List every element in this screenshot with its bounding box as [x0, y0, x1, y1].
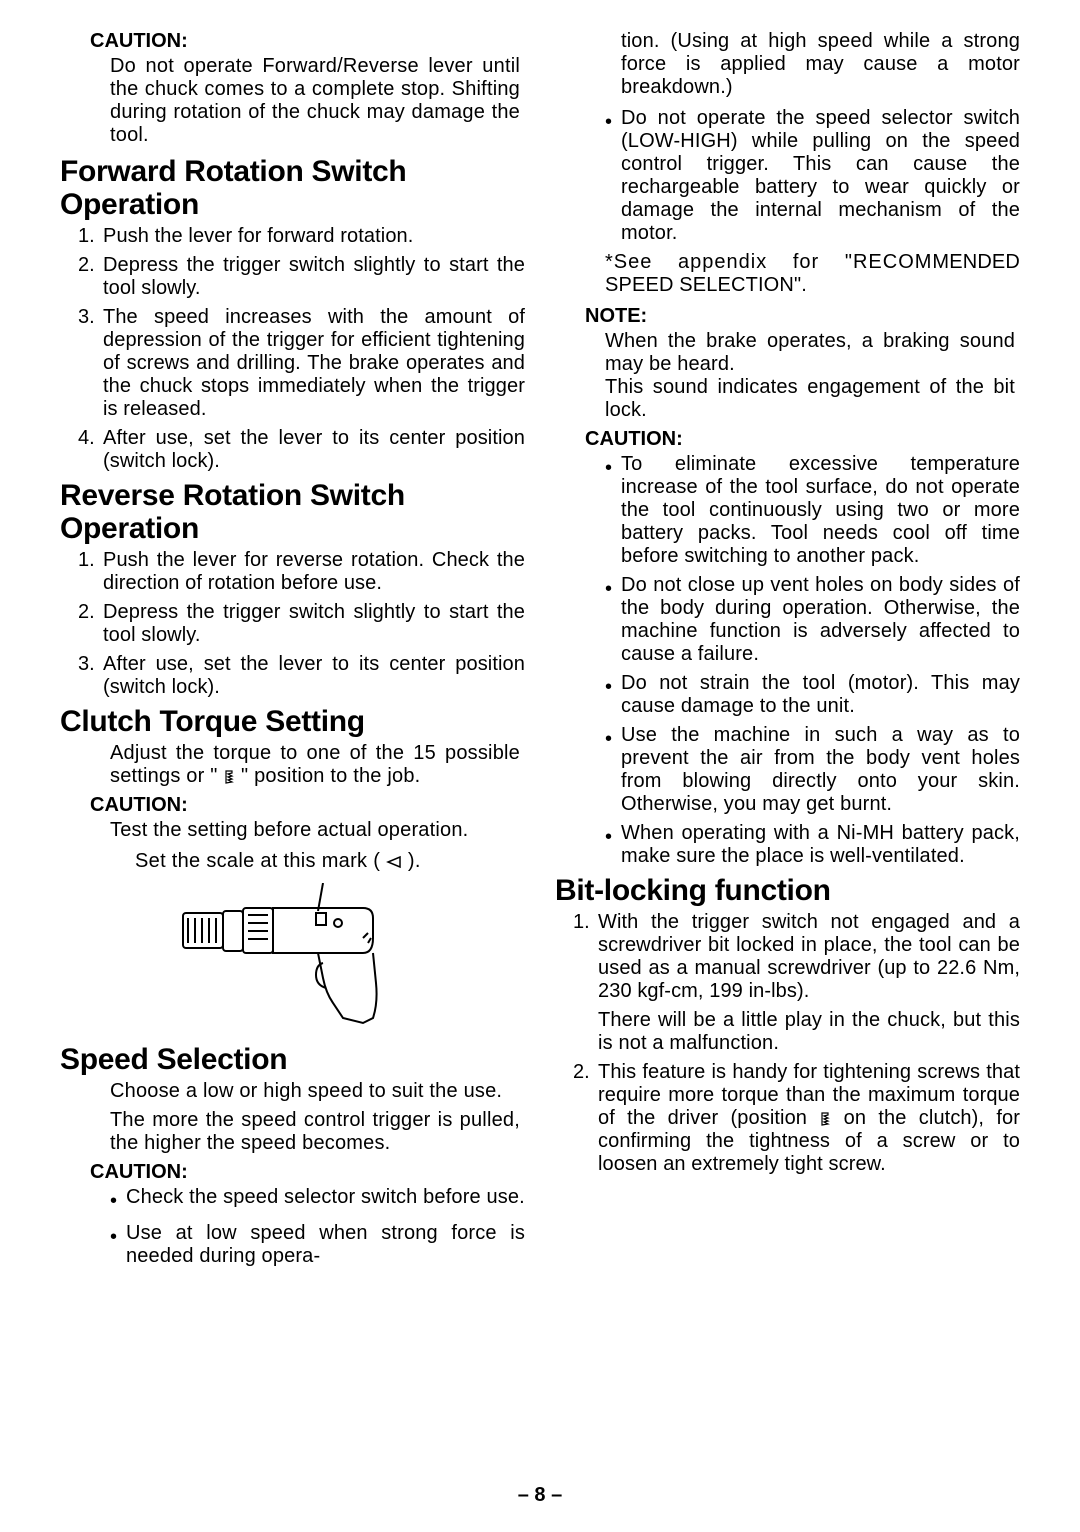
list-item: 2. This feature is handy for tightening … — [573, 1061, 1020, 1176]
list-item: 1. With the trigger switch not engaged a… — [573, 911, 1020, 1003]
list-number: 2. — [573, 1061, 598, 1176]
appendix-text: *See appendix for "RECOMMENDED SPEED SEL… — [605, 251, 1020, 297]
bullet-item: • Do not strain the tool (motor). This m… — [605, 672, 1020, 718]
list-text: Push the lever for forward rotation. — [103, 225, 525, 248]
list-number: 1. — [78, 225, 103, 248]
bullet-dot: • — [605, 672, 621, 718]
left-column: CAUTION: Do not operate Forward/Reverse … — [60, 30, 525, 1274]
caution-label: CAUTION: — [585, 428, 1020, 451]
list-number: 1. — [78, 549, 103, 595]
bullet-text: When operating with a Ni-MH battery pack… — [621, 822, 1020, 868]
list-text: Depress the trigger switch slightly to s… — [103, 254, 525, 300]
forward-heading: Forward Rotation Switch Operation — [60, 155, 525, 221]
page-number: – 8 – — [0, 1484, 1080, 1507]
list-text: Depress the trigger switch slightly to s… — [103, 601, 525, 647]
list-number: 2. — [78, 254, 103, 300]
list-text: The speed increases with the amount of d… — [103, 306, 525, 421]
note-label: NOTE: — [585, 305, 1020, 328]
bitlock-heading: Bit-locking function — [555, 874, 1020, 907]
scale-mark-text: Set the scale at this mark ( ). — [135, 850, 525, 873]
right-column: tion. (Using at high speed while a stron… — [555, 30, 1020, 1274]
list-text: After use, set the lever to its center p… — [103, 653, 525, 699]
caution-text: Do not operate Forward/Reverse lever unt… — [110, 55, 520, 147]
bullet-item: • To eliminate excessive temperature inc… — [605, 453, 1020, 568]
bullet-item: • When operating with a Ni-MH battery pa… — [605, 822, 1020, 868]
bullet-dot: • — [110, 1222, 126, 1268]
bullet-dot: • — [605, 822, 621, 868]
body-text: Choose a low or high speed to suit the u… — [110, 1080, 520, 1103]
list-item: 1. Push the lever for reverse rotation. … — [78, 549, 525, 595]
list-subtext: There will be a little play in the chuck… — [598, 1009, 1020, 1055]
body-text: The more the speed control trigger is pu… — [110, 1109, 520, 1155]
caution-label: CAUTION: — [90, 30, 525, 53]
bullet-item: • Do not operate the speed selector swit… — [605, 107, 1020, 245]
list-item: 2. Depress the trigger switch slightly t… — [78, 254, 525, 300]
list-item: 2. Depress the trigger switch slightly t… — [78, 601, 525, 647]
bullet-text: Do not operate the speed selector switch… — [621, 107, 1020, 245]
caution-label: CAUTION: — [90, 794, 525, 817]
speed-heading: Speed Selection — [60, 1043, 525, 1076]
caution-text: Test the setting before actual operation… — [110, 819, 520, 842]
note-text: When the brake operates, a braking sound… — [605, 330, 1015, 376]
list-number: 3. — [78, 306, 103, 421]
bullet-item: • Use the machine in such a way as to pr… — [605, 724, 1020, 816]
list-text: After use, set the lever to its center p… — [103, 427, 525, 473]
continuation-text: tion. (Using at high speed while a stron… — [621, 30, 1020, 99]
reverse-heading: Reverse Rotation Switch Operation — [60, 479, 525, 545]
bullet-dot: • — [605, 453, 621, 568]
bullet-item: • Check the speed selector switch before… — [110, 1186, 525, 1216]
bullet-text: Use the machine in such a way as to prev… — [621, 724, 1020, 816]
bullet-dot: • — [605, 574, 621, 666]
drill-bit-icon — [223, 769, 235, 785]
bullet-dot: • — [605, 107, 621, 245]
clutch-heading: Clutch Torque Setting — [60, 705, 525, 738]
list-item: 4. After use, set the lever to its cente… — [78, 427, 525, 473]
list-number: 4. — [78, 427, 103, 473]
list-item: 1. Push the lever for forward rotation. — [78, 225, 525, 248]
list-number: 3. — [78, 653, 103, 699]
bullet-text: Do not strain the tool (motor). This may… — [621, 672, 1020, 718]
body-text: Adjust the torque to one of the 15 possi… — [110, 742, 520, 788]
list-number: 1. — [573, 911, 598, 1003]
list-text: Push the lever for reverse rotation. Che… — [103, 549, 525, 595]
triangle-mark-icon — [386, 855, 402, 869]
list-text: With the trigger switch not engaged and … — [598, 911, 1020, 1003]
bullet-item: • Use at low speed when strong force is … — [110, 1222, 525, 1268]
list-item: 3. After use, set the lever to its cente… — [78, 653, 525, 699]
bullet-text: To eliminate excessive temperature incre… — [621, 453, 1020, 568]
bullet-text: Do not close up vent holes on body sides… — [621, 574, 1020, 666]
caution-label: CAUTION: — [90, 1161, 525, 1184]
bullet-dot: • — [605, 724, 621, 816]
drill-bit-icon — [819, 1111, 831, 1127]
list-item: 3. The speed increases with the amount o… — [78, 306, 525, 421]
bullet-text: Use at low speed when strong force is ne… — [126, 1222, 525, 1268]
drill-illustration — [168, 883, 418, 1033]
list-number: 2. — [78, 601, 103, 647]
note-text: This sound indicates engagement of the b… — [605, 376, 1015, 422]
list-text: This feature is handy for tightening scr… — [598, 1061, 1020, 1176]
bullet-dot: • — [110, 1186, 126, 1216]
bullet-item: • Do not close up vent holes on body sid… — [605, 574, 1020, 666]
bullet-text: Check the speed selector switch before u… — [126, 1186, 525, 1216]
